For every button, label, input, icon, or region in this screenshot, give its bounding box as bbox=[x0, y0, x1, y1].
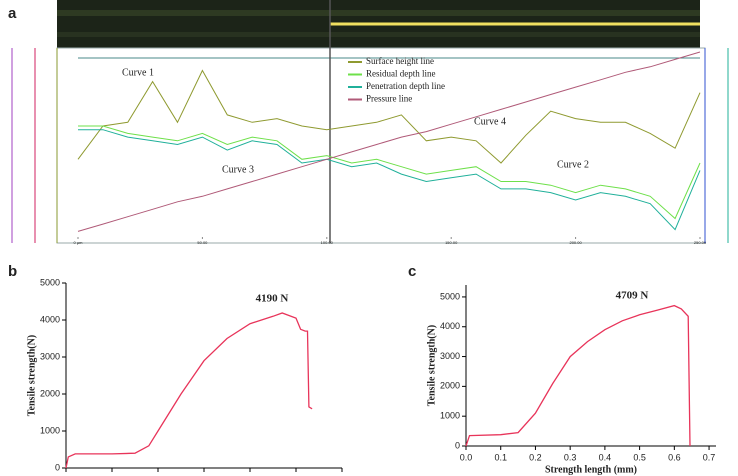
x-tick-label: 0.0 bbox=[460, 452, 473, 462]
data-line bbox=[77, 51, 701, 232]
x-tick-label: 150.00 bbox=[445, 240, 458, 245]
legend-label: Surface height line bbox=[366, 56, 434, 66]
x-tick-label: 0.4 bbox=[244, 474, 257, 476]
x-axis-label: Strength length (mm) bbox=[545, 464, 637, 475]
x-tick-label: 0.3 bbox=[564, 452, 577, 462]
y-tick-label: 3000 bbox=[440, 351, 460, 361]
y-tick-label: 3000 bbox=[40, 351, 60, 361]
x-tick-label: 250.00 bbox=[694, 240, 707, 245]
y-tick-label: 1000 bbox=[440, 411, 460, 421]
y-axis-label: Tensile strength(N) bbox=[26, 335, 37, 416]
annotation: Curve 4 bbox=[474, 116, 506, 127]
data-line bbox=[65, 312, 313, 469]
y-tick-label: 2000 bbox=[440, 381, 460, 391]
x-tick-label: 0.2 bbox=[529, 452, 542, 462]
y-tick-label: 4000 bbox=[440, 321, 460, 331]
x-tick-label: 0.0 bbox=[60, 474, 73, 476]
scratch-texture bbox=[57, 10, 700, 16]
y-axis-label: Tensile strength(N) bbox=[426, 325, 437, 406]
legend-label: Residual depth line bbox=[366, 69, 436, 79]
x-tick-label: 0.3 bbox=[198, 474, 211, 476]
y-tick-label: 1000 bbox=[40, 425, 60, 435]
x-tick-label: 0.6 bbox=[668, 452, 681, 462]
legend-label: Penetration depth line bbox=[366, 81, 445, 91]
data-line bbox=[78, 129, 701, 231]
annotation: 4709 N bbox=[616, 290, 649, 302]
data-line bbox=[465, 304, 691, 447]
y-tick-label: 4000 bbox=[40, 314, 60, 324]
x-tick-label: 0.5 bbox=[290, 474, 303, 476]
x-tick-label: 0.5 bbox=[633, 452, 646, 462]
x-tick-label: 200.00 bbox=[569, 240, 582, 245]
scratch-texture bbox=[57, 32, 700, 37]
data-line bbox=[77, 69, 701, 164]
annotation: 4190 N bbox=[256, 293, 289, 305]
data-line bbox=[78, 125, 701, 220]
annotation: Curve 1 bbox=[122, 67, 154, 78]
x-tick-label: 50.00 bbox=[197, 240, 208, 245]
y-tick-label: 0 bbox=[55, 462, 60, 472]
panel-label: b bbox=[8, 263, 17, 280]
legend-label: Pressure line bbox=[366, 94, 412, 104]
x-tick-label: 0 µm bbox=[74, 240, 84, 245]
panel-label: c bbox=[408, 263, 416, 280]
y-tick-label: 0 bbox=[455, 440, 460, 450]
y-tick-label: 5000 bbox=[40, 277, 60, 287]
panel-label: a bbox=[8, 5, 17, 22]
x-tick-label: 0.7 bbox=[703, 452, 716, 462]
x-tick-label: 0.1 bbox=[106, 474, 119, 476]
y-tick-label: 5000 bbox=[440, 291, 460, 301]
annotation: Curve 2 bbox=[557, 159, 589, 170]
x-tick-label: 100.00 bbox=[321, 240, 334, 245]
y-tick-label: 2000 bbox=[40, 388, 60, 398]
x-tick-label: 0.6 bbox=[336, 474, 349, 476]
x-tick-label: 0.1 bbox=[494, 452, 507, 462]
x-tick-label: 0.4 bbox=[599, 452, 612, 462]
x-tick-label: 0.2 bbox=[152, 474, 165, 476]
annotation: Curve 3 bbox=[222, 164, 254, 175]
